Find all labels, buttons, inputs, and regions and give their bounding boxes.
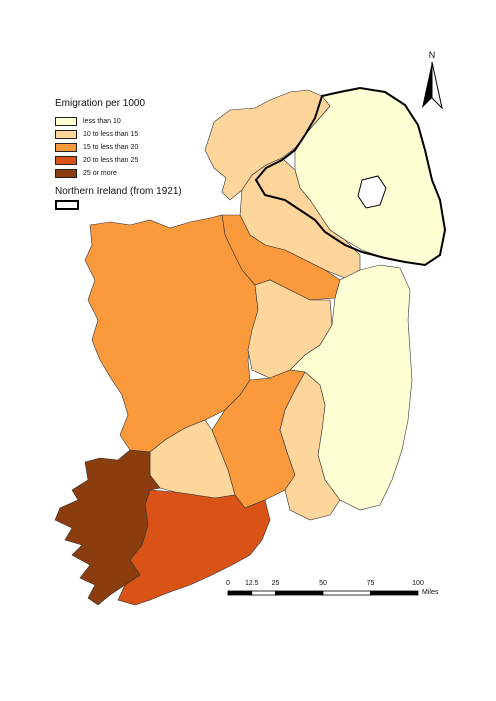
legend-item: 20 to less than 25 xyxy=(55,154,245,167)
north-arrow: N xyxy=(420,50,444,115)
legend-label: 15 to less than 20 xyxy=(83,144,139,151)
legend-swatch xyxy=(55,117,77,126)
scale-tick-label: 75 xyxy=(366,580,375,587)
north-arrow-icon xyxy=(422,61,443,110)
legend-item: 10 to less than 15 xyxy=(55,128,245,141)
scale-units: Miles xyxy=(422,589,439,596)
scale-segment xyxy=(275,590,324,596)
scale-tick-label: 50 xyxy=(319,580,327,587)
scale-bar-graphic xyxy=(227,590,419,596)
scale-segment xyxy=(370,590,419,596)
region-kerry xyxy=(54,449,161,606)
scale-tick-label: 25 xyxy=(271,580,280,587)
legend-swatch xyxy=(55,169,77,178)
legend-swatch xyxy=(55,143,77,152)
north-label: N xyxy=(428,50,436,60)
scale-bar: 0 12.5 25 50 75 100 Miles xyxy=(226,580,446,600)
legend-item: less than 10 xyxy=(55,115,245,128)
region-donegal xyxy=(204,89,331,201)
legend-label: 25 or more xyxy=(83,170,117,177)
legend-swatch xyxy=(55,156,77,165)
scale-segment xyxy=(322,590,371,596)
region-limerick xyxy=(149,419,236,499)
boundary-legend-label: Northern Ireland (from 1921) xyxy=(55,186,182,197)
scale-segment xyxy=(251,590,276,596)
northern-ireland-boundary xyxy=(254,86,447,267)
scale-segment xyxy=(227,590,253,596)
map-legend: Emigration per 1000 less than 10 10 to le… xyxy=(55,98,245,210)
scale-tick-label: 12.5 xyxy=(244,580,259,587)
legend-label: less than 10 xyxy=(83,118,121,125)
legend-label: 10 to less than 15 xyxy=(83,131,139,138)
legend-item: 15 to less than 20 xyxy=(55,141,245,154)
legend-swatch xyxy=(55,130,77,139)
legend-item: 25 or more xyxy=(55,167,245,180)
scale-tick-label: 100 xyxy=(412,580,424,587)
scale-tick-label: 0 xyxy=(226,580,230,587)
legend-title: Emigration per 1000 xyxy=(55,98,146,109)
boundary-legend-swatch xyxy=(55,200,79,210)
legend-label: 20 to less than 25 xyxy=(83,157,139,164)
region-southeast xyxy=(279,371,341,521)
legend-rows: less than 10 10 to less than 15 15 to less… xyxy=(55,115,245,180)
lough-neagh xyxy=(357,175,387,209)
